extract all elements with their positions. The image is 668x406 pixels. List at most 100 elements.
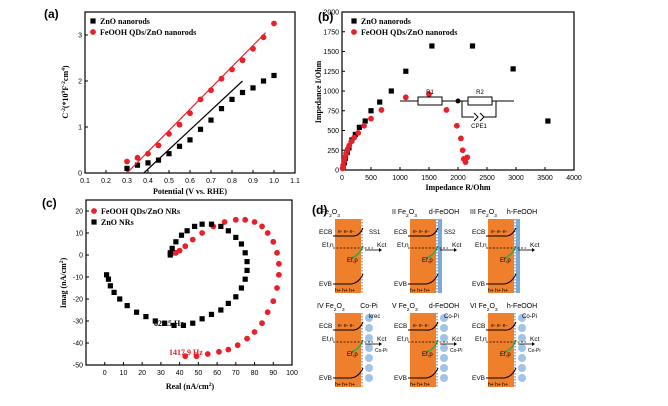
efn-label: Ef,n: [397, 242, 409, 249]
data-point: [169, 245, 175, 251]
data-point: [187, 110, 193, 117]
y-tick-label: -50: [73, 363, 83, 370]
band-diagram: II Fe2O3 d-FeOOH ECB e- e- e- Ef,n Ef,p EVBh+ …: [392, 209, 462, 294]
holes-label: h+ h+ h+: [410, 382, 430, 388]
efp-label: Ef,p: [422, 258, 433, 264]
data-point: [199, 316, 205, 322]
data-point: [171, 322, 177, 328]
x-tick-label: 30: [157, 370, 165, 377]
data-point: [459, 147, 466, 154]
data-point: [184, 228, 190, 234]
data-point: [208, 117, 214, 123]
data-point: [166, 131, 172, 137]
fit-line: [126, 32, 267, 174]
legend-marker: [91, 219, 97, 225]
data-point: [244, 267, 250, 273]
copi-particle: [440, 324, 448, 332]
frequency-annotation: 1417.9 Hz: [169, 348, 203, 357]
data-point: [208, 87, 214, 94]
arrowhead: [532, 342, 535, 346]
electrons-label: e- e- e-: [413, 323, 429, 329]
legend-label: FeOOH QDs/ZnO nanorods: [361, 28, 457, 37]
data-point: [355, 129, 362, 136]
kct-label: Kct: [530, 242, 540, 249]
coating-label: d-FeOOH: [429, 209, 459, 216]
efn-label: Ef,n: [322, 336, 334, 343]
electrons-label: e- e- e-: [413, 229, 429, 235]
data-point: [250, 45, 256, 52]
conduction-band: [486, 227, 517, 237]
panel-label: (d): [312, 203, 327, 217]
data-point: [274, 285, 280, 291]
copi-particle: [518, 364, 526, 372]
y-tick-label: 10: [75, 231, 83, 238]
data-point: [155, 157, 162, 163]
y-tick-label: 1: [78, 125, 82, 132]
holes-label: h+ h+ h+: [488, 288, 508, 294]
y-axis-label: C-2(*109F-2cm4): [61, 65, 70, 119]
y-axis-label: Impedance I/Ohm: [314, 60, 323, 123]
arrowhead: [454, 248, 457, 252]
x-tick-label: 500: [365, 175, 377, 182]
copi-particle: [365, 314, 373, 322]
circuit-wire: [461, 101, 474, 118]
data-point: [458, 135, 464, 142]
resistor-r2: [467, 96, 493, 106]
evb-label: EVB: [394, 375, 407, 382]
copi-particle: [440, 344, 448, 352]
data-point: [134, 162, 141, 168]
data-point: [192, 223, 198, 229]
arrowhead: [454, 342, 457, 346]
x-tick-label: 0.4: [143, 178, 153, 185]
data-point: [356, 124, 362, 130]
valence-band: [486, 367, 517, 379]
copi-particle: [440, 374, 448, 382]
copi-particle: [518, 344, 526, 352]
kct-label: Kct: [377, 336, 387, 343]
efn-label: Ef,n: [475, 336, 487, 343]
legend-label: ZnO NRs: [101, 218, 134, 227]
data-point: [238, 285, 245, 291]
y-tick-label: -40: [73, 341, 83, 348]
data-point: [145, 160, 151, 166]
electrons-label: e- e- e-: [491, 229, 507, 235]
x-tick-label: 3000: [508, 175, 524, 182]
data-point: [176, 121, 183, 128]
ecb-label: ECB: [319, 229, 332, 236]
evb-label: EVB: [472, 375, 485, 382]
ecb-label: ECB: [472, 323, 485, 330]
data-point: [239, 57, 246, 64]
x-tick-label: 0.2: [101, 178, 111, 185]
x-tick-label: 60: [213, 370, 221, 377]
kct-label: Kct: [452, 336, 462, 343]
y-tick-label: 0: [335, 168, 339, 175]
data-point: [368, 108, 374, 114]
panel-label: (c): [42, 196, 57, 210]
y-tick-label: 1250: [323, 69, 339, 76]
coating-layer: [516, 219, 520, 293]
quasi-fermi-level-p: [350, 245, 364, 259]
data-point: [232, 216, 239, 223]
evb-label: EVB: [319, 281, 332, 288]
data-point: [362, 118, 368, 124]
site-label: SS1: [369, 230, 381, 236]
r2-label: R2: [476, 90, 484, 96]
data-point: [180, 322, 186, 328]
data-point: [244, 335, 250, 342]
data-point: [221, 219, 228, 225]
data-point: [229, 66, 235, 73]
data-point: [462, 159, 469, 166]
x-tick-label: 2500: [479, 175, 495, 182]
data-point: [225, 228, 231, 234]
panel-label: (b): [318, 10, 333, 24]
efp-label: Ef,p: [500, 258, 511, 264]
copi-particle: [365, 354, 373, 362]
data-point: [259, 223, 265, 230]
data-point: [193, 353, 200, 360]
x-tick-label: 0.9: [248, 178, 258, 185]
site-label: SS2: [444, 230, 456, 236]
data-point: [378, 107, 385, 113]
data-point: [187, 137, 193, 143]
x-tick-label: 1000: [392, 175, 408, 182]
